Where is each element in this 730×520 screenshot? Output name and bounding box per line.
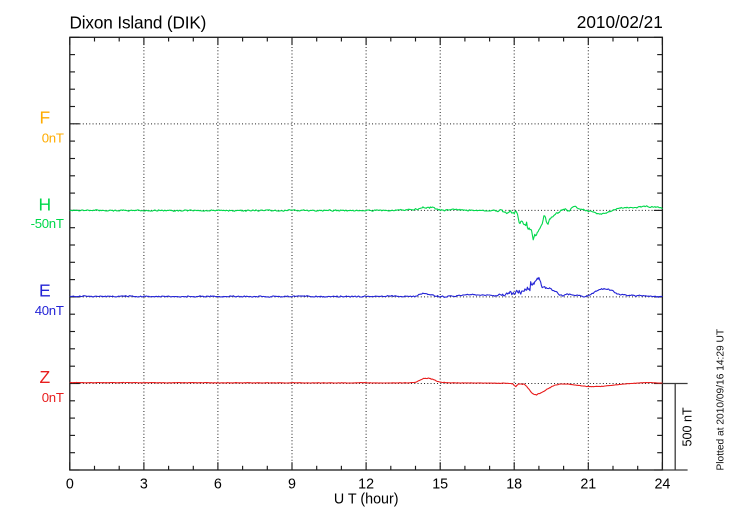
svg-text:0: 0 [66,476,74,492]
svg-text:F: F [39,108,50,128]
svg-text:500 nT: 500 nT [681,407,695,447]
svg-text:-50nT: -50nT [31,216,64,231]
svg-text:24: 24 [654,476,670,492]
svg-text:U T (hour): U T (hour) [334,492,399,508]
svg-text:9: 9 [288,476,296,492]
svg-text:21: 21 [580,476,596,492]
svg-text:15: 15 [432,476,448,492]
svg-text:0nT: 0nT [42,390,64,405]
svg-text:0nT: 0nT [42,130,64,145]
svg-text:40nT: 40nT [35,303,64,318]
svg-text:6: 6 [214,476,222,492]
svg-text:H: H [38,195,51,215]
svg-text:Plotted at 2010/09/16 14:29 UT: Plotted at 2010/09/16 14:29 UT [716,329,727,471]
svg-text:2010/02/21: 2010/02/21 [577,12,663,32]
svg-text:18: 18 [506,476,522,492]
svg-text:3: 3 [140,476,148,492]
svg-text:Dixon Island (DIK): Dixon Island (DIK) [70,12,207,32]
svg-text:12: 12 [358,476,374,492]
svg-text:Z: Z [39,367,50,387]
svg-text:E: E [39,281,51,301]
